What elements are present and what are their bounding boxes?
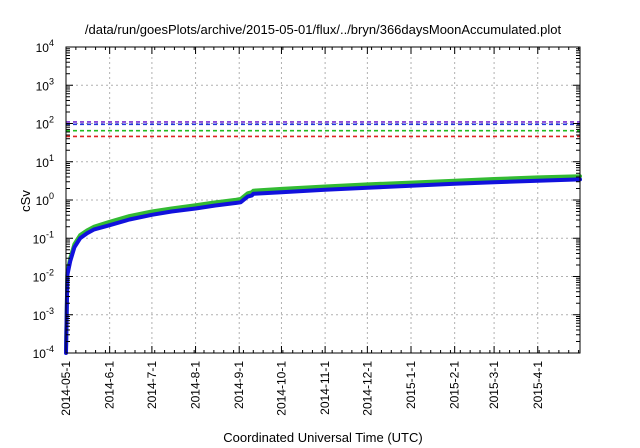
series-line (64, 177, 582, 355)
x-tick-label: 2014-05-1 (59, 361, 73, 416)
x-tick-label: 2014-8-1 (189, 361, 203, 409)
chart-title: /data/run/goesPlots/archive/2015-05-01/f… (85, 22, 562, 37)
x-tick-label: 2015-4-1 (531, 361, 545, 409)
x-tick-label: 2014-10-1 (274, 361, 288, 416)
plot-frame (65, 46, 581, 354)
y-tick-label: 101 (36, 153, 54, 170)
x-tick-label: 2014-12-1 (360, 361, 374, 416)
x-tick-label: 2014-6-1 (103, 361, 117, 409)
y-tick-label: 102 (36, 115, 54, 132)
y-tick-label: 10-4 (33, 344, 54, 361)
y-axis-ticks: 10-4 10-3 10-2 10-1 100 101 102 103 104 (33, 38, 580, 361)
grid-lines (66, 47, 580, 353)
y-tick-label: 103 (36, 76, 54, 93)
x-tick-label: 2015-3-1 (487, 361, 501, 409)
y-tick-label: 10-2 (33, 268, 54, 285)
x-tick-label: 2015-1-1 (404, 361, 418, 409)
x-axis-label: Coordinated Universal Time (UTC) (223, 430, 422, 445)
x-tick-label: 2014-11-1 (318, 361, 332, 415)
y-tick-label: 104 (36, 38, 54, 55)
x-tick-label: 2014-9-1 (232, 361, 246, 409)
y-tick-label: 10-1 (33, 229, 54, 246)
y-axis-label: cSv (18, 190, 33, 212)
y-tick-label: 10-3 (33, 306, 54, 323)
x-tick-label: 2015-2-1 (448, 361, 462, 409)
series-line (64, 174, 582, 352)
reference-lines (66, 121, 580, 138)
y-tick-label: 100 (36, 191, 54, 208)
series-lines (64, 174, 582, 355)
x-tick-label: 2014-7-1 (145, 361, 159, 409)
